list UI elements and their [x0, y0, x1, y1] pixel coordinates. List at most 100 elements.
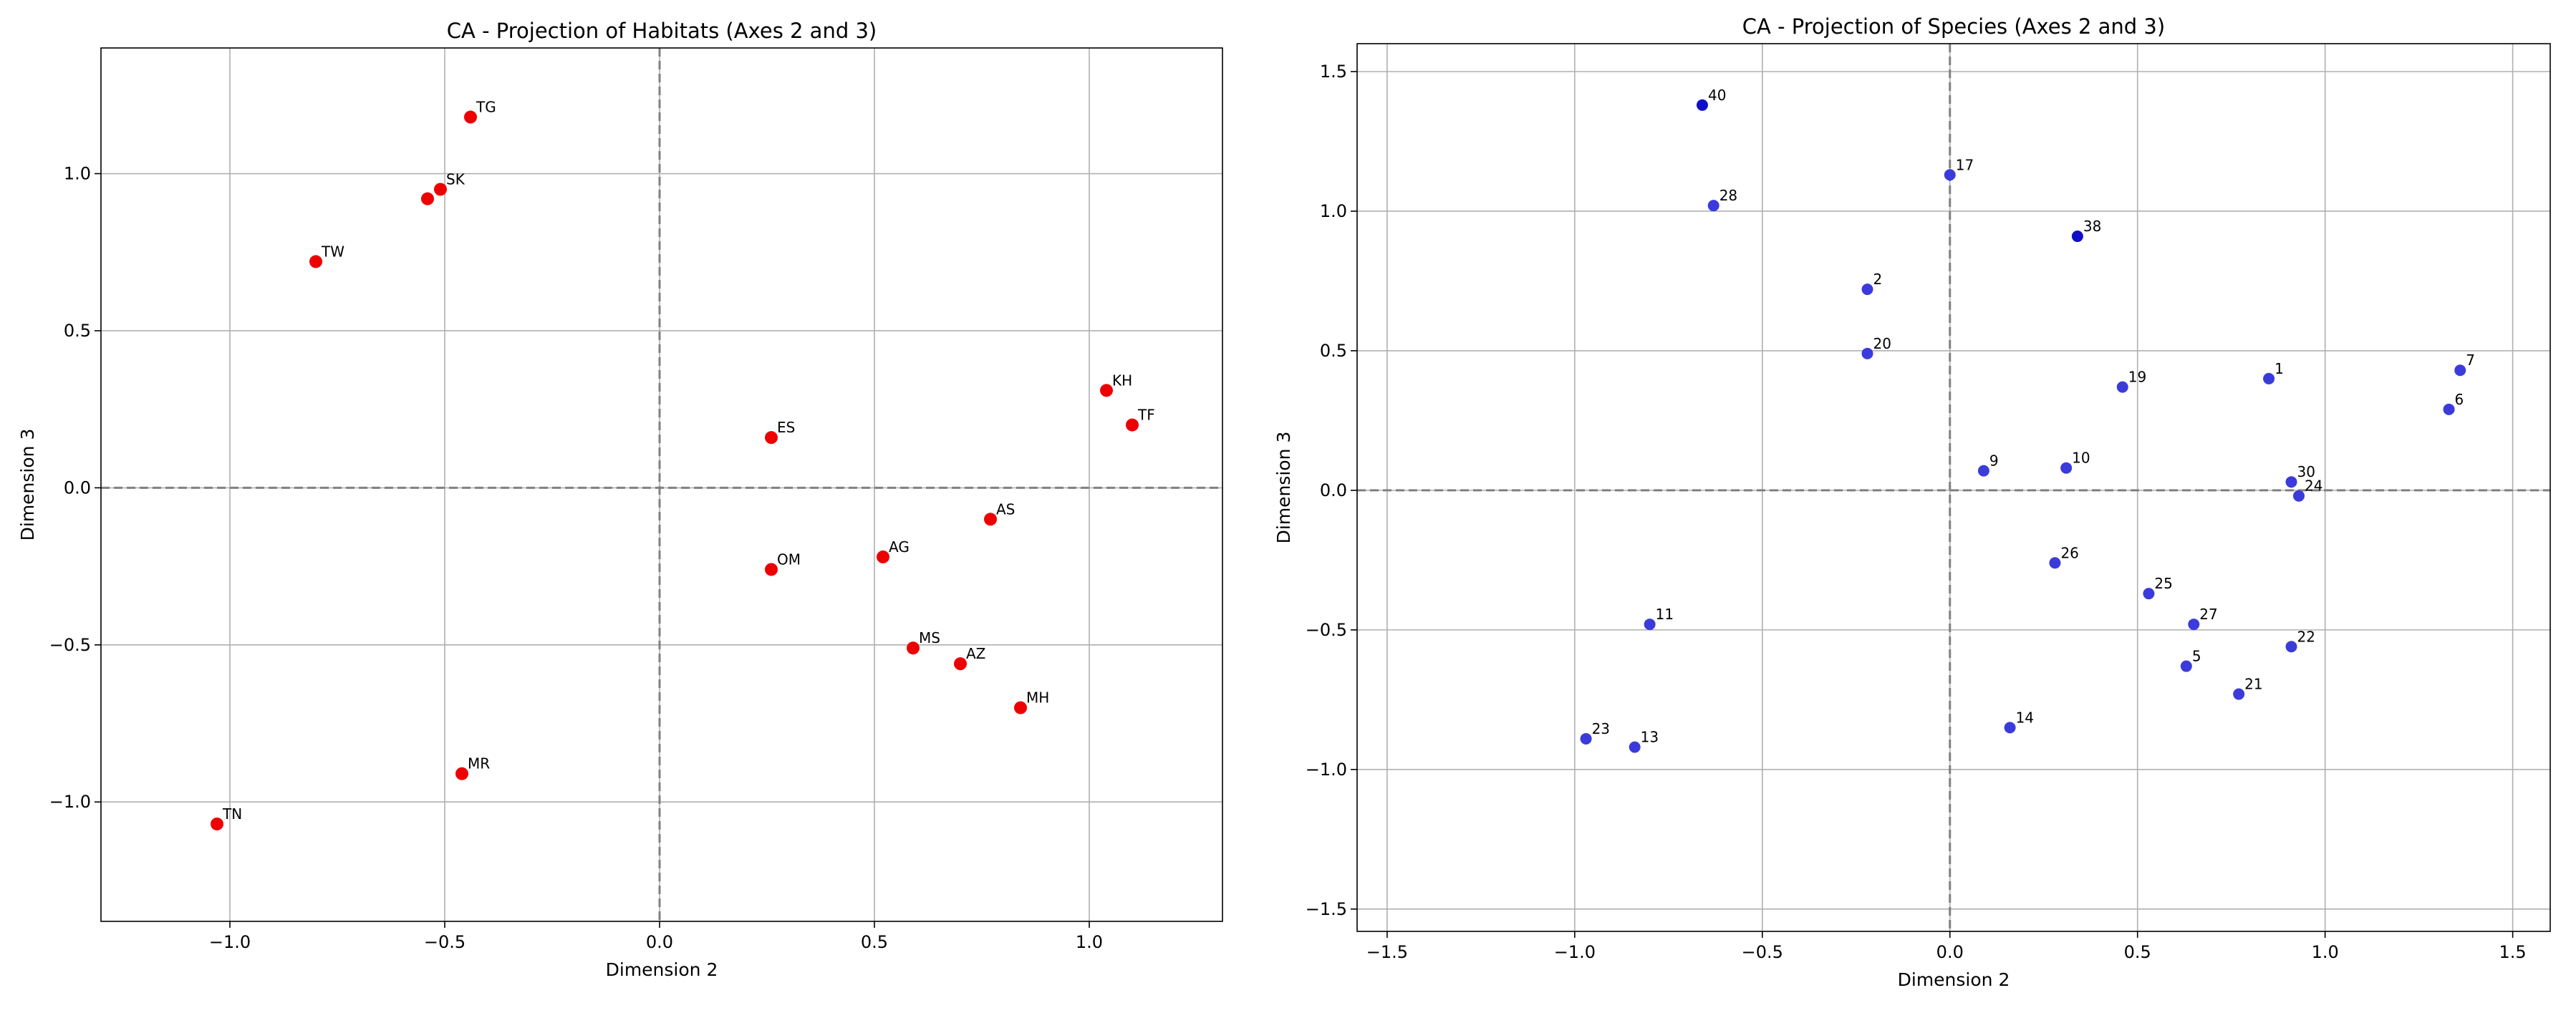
species-point-2 — [1707, 200, 1719, 212]
habitats-point-label-5: KH — [1112, 372, 1132, 389]
habitats-point-11 — [954, 657, 967, 671]
species-point-23 — [1629, 741, 1641, 753]
species-point-16 — [2188, 619, 2200, 631]
habitats-x-axis-label: Dimension 2 — [606, 959, 718, 980]
species-x-ticks: −1.5 −1.0 −0.5 0.0 0.5 1.0 1.5 — [1366, 931, 2527, 962]
species-x-tick-label-2: −0.5 — [1742, 942, 1783, 962]
species-point-label-7: 1 — [2274, 360, 2284, 377]
habitats-point-label-12: MH — [1026, 689, 1049, 707]
habitats-point-6 — [1126, 418, 1139, 432]
species-point-label-9: 6 — [2455, 391, 2464, 408]
species-point-label-2: 28 — [1719, 187, 1737, 204]
species-point-3 — [2071, 231, 2083, 243]
species-point-20 — [2233, 688, 2245, 700]
habitats-x-tick-label-0: −1.0 — [209, 932, 251, 952]
species-x-axis-label: Dimension 2 — [1898, 969, 2010, 990]
habitats-grid — [100, 47, 1223, 922]
species-point-19 — [2180, 660, 2192, 672]
species-point-label-11: 10 — [2072, 450, 2090, 467]
species-x-tick-label-0: −1.5 — [1366, 942, 1408, 962]
habitats-y-tick-label-2: 0.0 — [64, 478, 91, 498]
habitats-point-14 — [211, 817, 223, 830]
species-point-label-23: 13 — [1641, 729, 1659, 746]
habitats-point-label-11: AZ — [966, 645, 985, 662]
habitats-points: TG SK TW ES KH TF AS AG OM MS AZ MH MR TN — [211, 99, 1155, 830]
species-point-10 — [1977, 465, 1989, 477]
habitats-point-12 — [1014, 701, 1027, 714]
species-chart: CA - Projection of Species (Axes 2 and 3… — [1273, 14, 2551, 990]
species-y-tick-label-0: −1.5 — [1306, 899, 1347, 919]
species-y-tick-label-3: 0.0 — [1320, 480, 1347, 500]
species-point-15 — [2143, 588, 2155, 600]
habitats-point-3 — [309, 255, 322, 268]
habitats-point-label-4: ES — [777, 419, 795, 436]
species-point-11 — [2060, 462, 2073, 474]
habitats-x-tick-label-1: −0.5 — [424, 932, 465, 952]
species-point-label-18: 22 — [2297, 628, 2315, 645]
habitats-chart: CA - Projection of Habitats (Axes 2 and … — [17, 19, 1223, 980]
habitats-y-tick-label-0: −1.0 — [49, 792, 91, 812]
habitats-axes-frame — [100, 47, 1223, 922]
habitats-y-tick-label-3: 0.5 — [64, 321, 91, 341]
habitats-chart-title: CA - Projection of Habitats (Axes 2 and … — [447, 19, 877, 43]
species-point-8 — [2454, 364, 2466, 377]
habitats-point-9 — [765, 563, 778, 576]
species-y-tick-label-2: −0.5 — [1306, 620, 1347, 640]
species-x-tick-label-1: −1.0 — [1554, 942, 1596, 962]
habitats-point-label-0: TG — [476, 99, 496, 116]
species-x-tick-label-5: 1.0 — [2312, 942, 2339, 962]
species-y-ticks: −1.5 −1.0 −0.5 0.0 0.5 1.0 1.5 — [1306, 62, 1357, 919]
species-point-label-5: 20 — [1873, 335, 1891, 352]
species-point-0 — [1696, 99, 1708, 111]
species-grid — [1356, 43, 2551, 932]
habitats-x-tick-label-3: 0.5 — [861, 932, 888, 952]
species-point-label-17: 11 — [1656, 606, 1674, 623]
habitats-point-13 — [455, 767, 468, 780]
species-point-label-15: 25 — [2154, 575, 2172, 592]
habitats-point-8 — [877, 550, 889, 563]
species-y-axis-label: Dimension 3 — [1273, 432, 1294, 544]
species-point-label-19: 5 — [2192, 648, 2201, 665]
habitats-x-tick-label-4: 1.0 — [1076, 932, 1103, 952]
habitats-point-label-13: MR — [468, 755, 490, 772]
species-chart-title: CA - Projection of Species (Axes 2 and 3… — [1742, 14, 2165, 39]
species-point-17 — [1644, 619, 1656, 631]
habitats-point-label-10: MS — [919, 629, 940, 646]
species-y-tick-label-4: 0.5 — [1320, 341, 1347, 361]
species-x-tick-label-3: 0.0 — [1936, 942, 1964, 962]
species-point-7 — [2263, 372, 2275, 384]
species-point-6 — [2116, 381, 2128, 393]
species-point-18 — [2285, 641, 2297, 653]
species-point-label-21: 14 — [2016, 709, 2034, 726]
species-axes-frame — [1356, 43, 2551, 932]
species-point-9 — [2443, 403, 2455, 415]
species-y-tick-label-6: 1.5 — [1320, 62, 1347, 82]
species-point-1 — [1944, 169, 1956, 181]
species-point-label-0: 40 — [1708, 87, 1726, 104]
species-point-5 — [1861, 347, 1873, 359]
species-point-14 — [2049, 557, 2061, 569]
habitats-x-tick-label-2: 0.0 — [646, 932, 673, 952]
habitats-point-label-9: OM — [777, 551, 801, 568]
habitats-x-ticks: −1.0 −0.5 0.0 0.5 1.0 — [209, 921, 1103, 952]
habitats-y-tick-label-1: −0.5 — [49, 635, 91, 655]
habitats-point-7 — [984, 513, 997, 526]
species-point-label-6: 19 — [2128, 369, 2146, 386]
species-x-tick-label-4: 0.5 — [2124, 942, 2151, 962]
species-point-label-14: 26 — [2060, 544, 2078, 561]
habitats-point-label-7: AS — [996, 500, 1015, 518]
species-point-label-13: 24 — [2305, 478, 2322, 495]
species-y-tick-label-5: 1.0 — [1320, 201, 1347, 221]
species-x-tick-label-6: 1.5 — [2499, 942, 2527, 962]
species-point-label-20: 21 — [2244, 676, 2262, 693]
species-point-13 — [2292, 490, 2305, 502]
habitats-point-label-3: TW — [321, 243, 344, 260]
species-point-22 — [1580, 732, 1592, 745]
habitats-point-label-14: TN — [222, 805, 242, 823]
habitats-point-0 — [464, 110, 477, 124]
species-point-label-8: 7 — [2466, 352, 2475, 369]
habitats-y-axis-label: Dimension 3 — [17, 429, 38, 541]
